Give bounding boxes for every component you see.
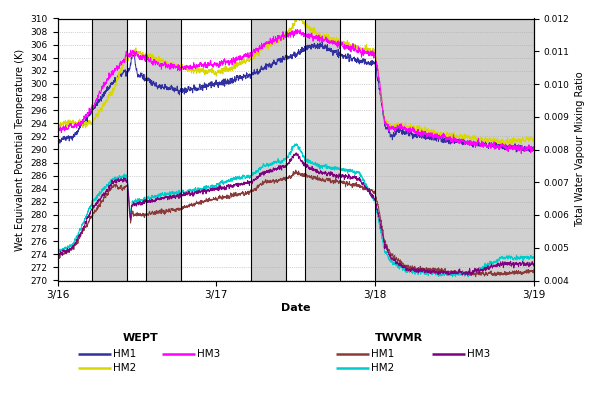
Text: HM2: HM2 (113, 363, 136, 373)
Text: TWVMR: TWVMR (375, 333, 423, 343)
Text: HM3: HM3 (197, 349, 220, 359)
X-axis label: Date: Date (281, 303, 310, 313)
Bar (127, 18, 146, 280)
Y-axis label: Total Water Vapour Mixing Ratio: Total Water Vapour Mixing Ratio (575, 72, 585, 227)
Text: HM2: HM2 (371, 363, 394, 373)
Text: HM1: HM1 (113, 349, 136, 359)
Bar (340, 18, 375, 280)
Bar (286, 18, 305, 280)
Text: HM1: HM1 (371, 349, 394, 359)
Y-axis label: Wet Equivalent Potential Temperature (K): Wet Equivalent Potential Temperature (K) (15, 48, 25, 250)
Bar (58, 18, 92, 280)
Bar (181, 18, 251, 280)
Text: HM3: HM3 (467, 349, 490, 359)
Text: WEPT: WEPT (123, 333, 159, 343)
